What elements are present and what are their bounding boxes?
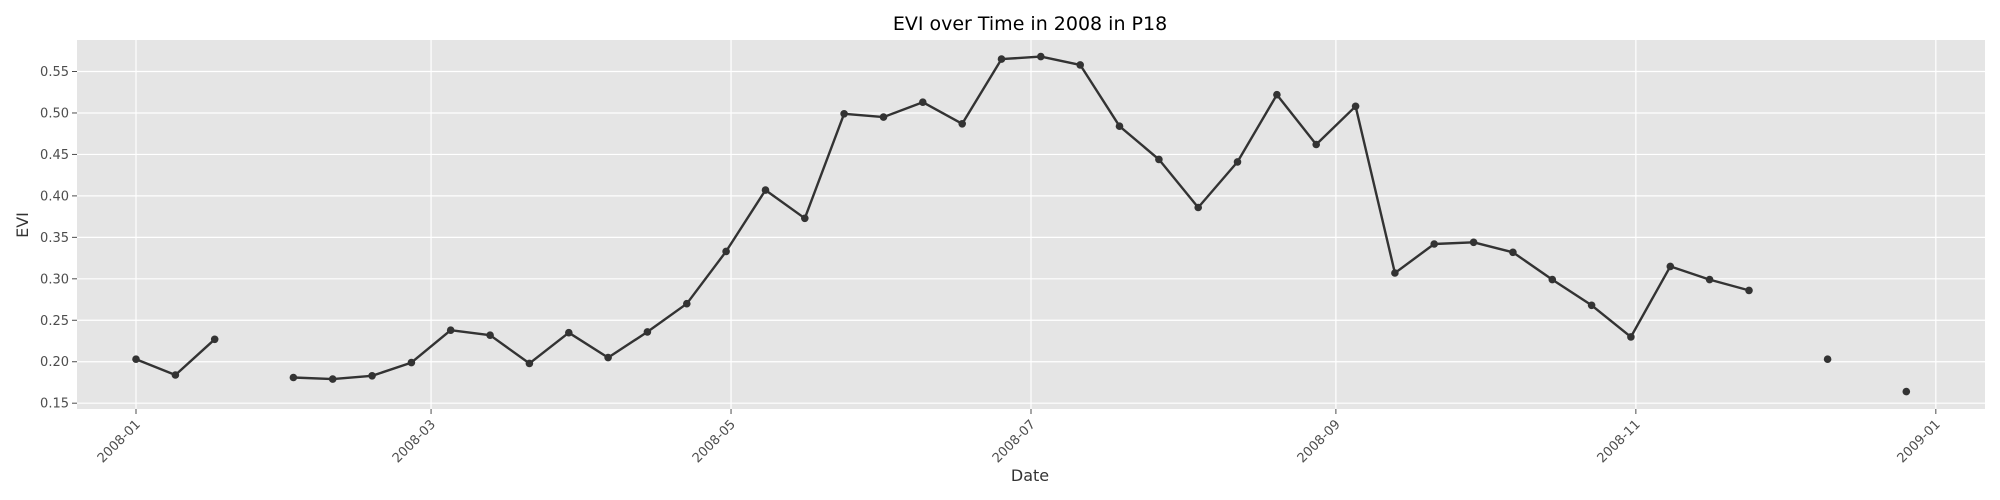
data-point xyxy=(722,247,730,256)
x-tick-label: 2008-07 xyxy=(990,417,1039,466)
data-point xyxy=(879,113,888,121)
data-point xyxy=(328,375,337,383)
data-point xyxy=(1273,90,1281,99)
data-point xyxy=(1627,333,1635,341)
data-point xyxy=(1666,262,1675,271)
data-point xyxy=(958,120,966,128)
data-point xyxy=(1115,122,1124,130)
y-axis-label: EVI xyxy=(13,212,32,238)
data-point xyxy=(1155,155,1163,164)
data-point xyxy=(565,328,573,337)
data-point xyxy=(1705,275,1714,284)
data-point xyxy=(683,299,691,308)
data-point xyxy=(1037,52,1045,61)
data-point xyxy=(761,186,770,194)
data-point xyxy=(486,331,494,340)
y-tick-label: 0.55 xyxy=(40,65,69,80)
series-line xyxy=(293,55,1750,381)
x-tick-label: 2008-05 xyxy=(690,417,739,466)
y-tick-label: 0.30 xyxy=(40,272,69,287)
data-point xyxy=(1194,203,1202,212)
x-axis-ticks: 2008-01 2008-03 2008-05 2008-07 2008-09 2008-… xyxy=(95,409,1944,466)
data-point xyxy=(643,328,652,336)
x-axis-label: Date xyxy=(1011,466,1049,485)
y-tick-label: 0.35 xyxy=(40,231,69,246)
data-point xyxy=(1076,61,1084,69)
data-point xyxy=(132,355,140,364)
data-point xyxy=(446,326,455,335)
chart-title: EVI over Time in 2008 in P18 xyxy=(893,13,1167,35)
data-point xyxy=(1469,238,1478,247)
y-tick-label: 0.15 xyxy=(40,397,69,412)
y-tick-label: 0.50 xyxy=(40,106,69,121)
data-point xyxy=(1902,387,1911,396)
y-axis-ticks: 0.15 0.20 0.25 0.30 0.35 0.40 0.45 0.50 0.55 xyxy=(40,65,77,412)
data-point xyxy=(1587,301,1596,310)
data-point xyxy=(1351,102,1360,111)
x-tick-label: 2008-09 xyxy=(1295,417,1344,466)
x-tick-label: 2008-03 xyxy=(390,417,439,466)
y-tick-label: 0.25 xyxy=(40,314,69,329)
series-group xyxy=(132,52,1911,396)
x-tick-label: 2008-11 xyxy=(1595,417,1644,466)
y-tick-label: 0.20 xyxy=(40,355,69,370)
data-point xyxy=(368,372,376,380)
data-point xyxy=(1391,269,1399,277)
data-point xyxy=(210,335,219,344)
data-point xyxy=(604,353,612,362)
data-point xyxy=(801,214,809,223)
data-point xyxy=(997,55,1006,63)
data-point xyxy=(1312,140,1320,149)
data-point xyxy=(1430,240,1438,248)
y-tick-label: 0.45 xyxy=(40,148,69,163)
data-point xyxy=(1823,355,1832,364)
data-point xyxy=(1745,286,1753,295)
data-point xyxy=(171,371,180,379)
data-point xyxy=(525,359,534,368)
data-point xyxy=(289,373,298,382)
data-point xyxy=(1233,158,1242,166)
data-point xyxy=(1509,248,1517,257)
data-point xyxy=(840,110,848,118)
x-tick-label: 2008-01 xyxy=(95,417,144,466)
data-point xyxy=(919,98,927,106)
x-tick-label: 2009-01 xyxy=(1895,417,1944,466)
y-tick-label: 0.40 xyxy=(40,189,69,204)
data-point xyxy=(1548,275,1557,284)
data-point xyxy=(407,358,416,367)
